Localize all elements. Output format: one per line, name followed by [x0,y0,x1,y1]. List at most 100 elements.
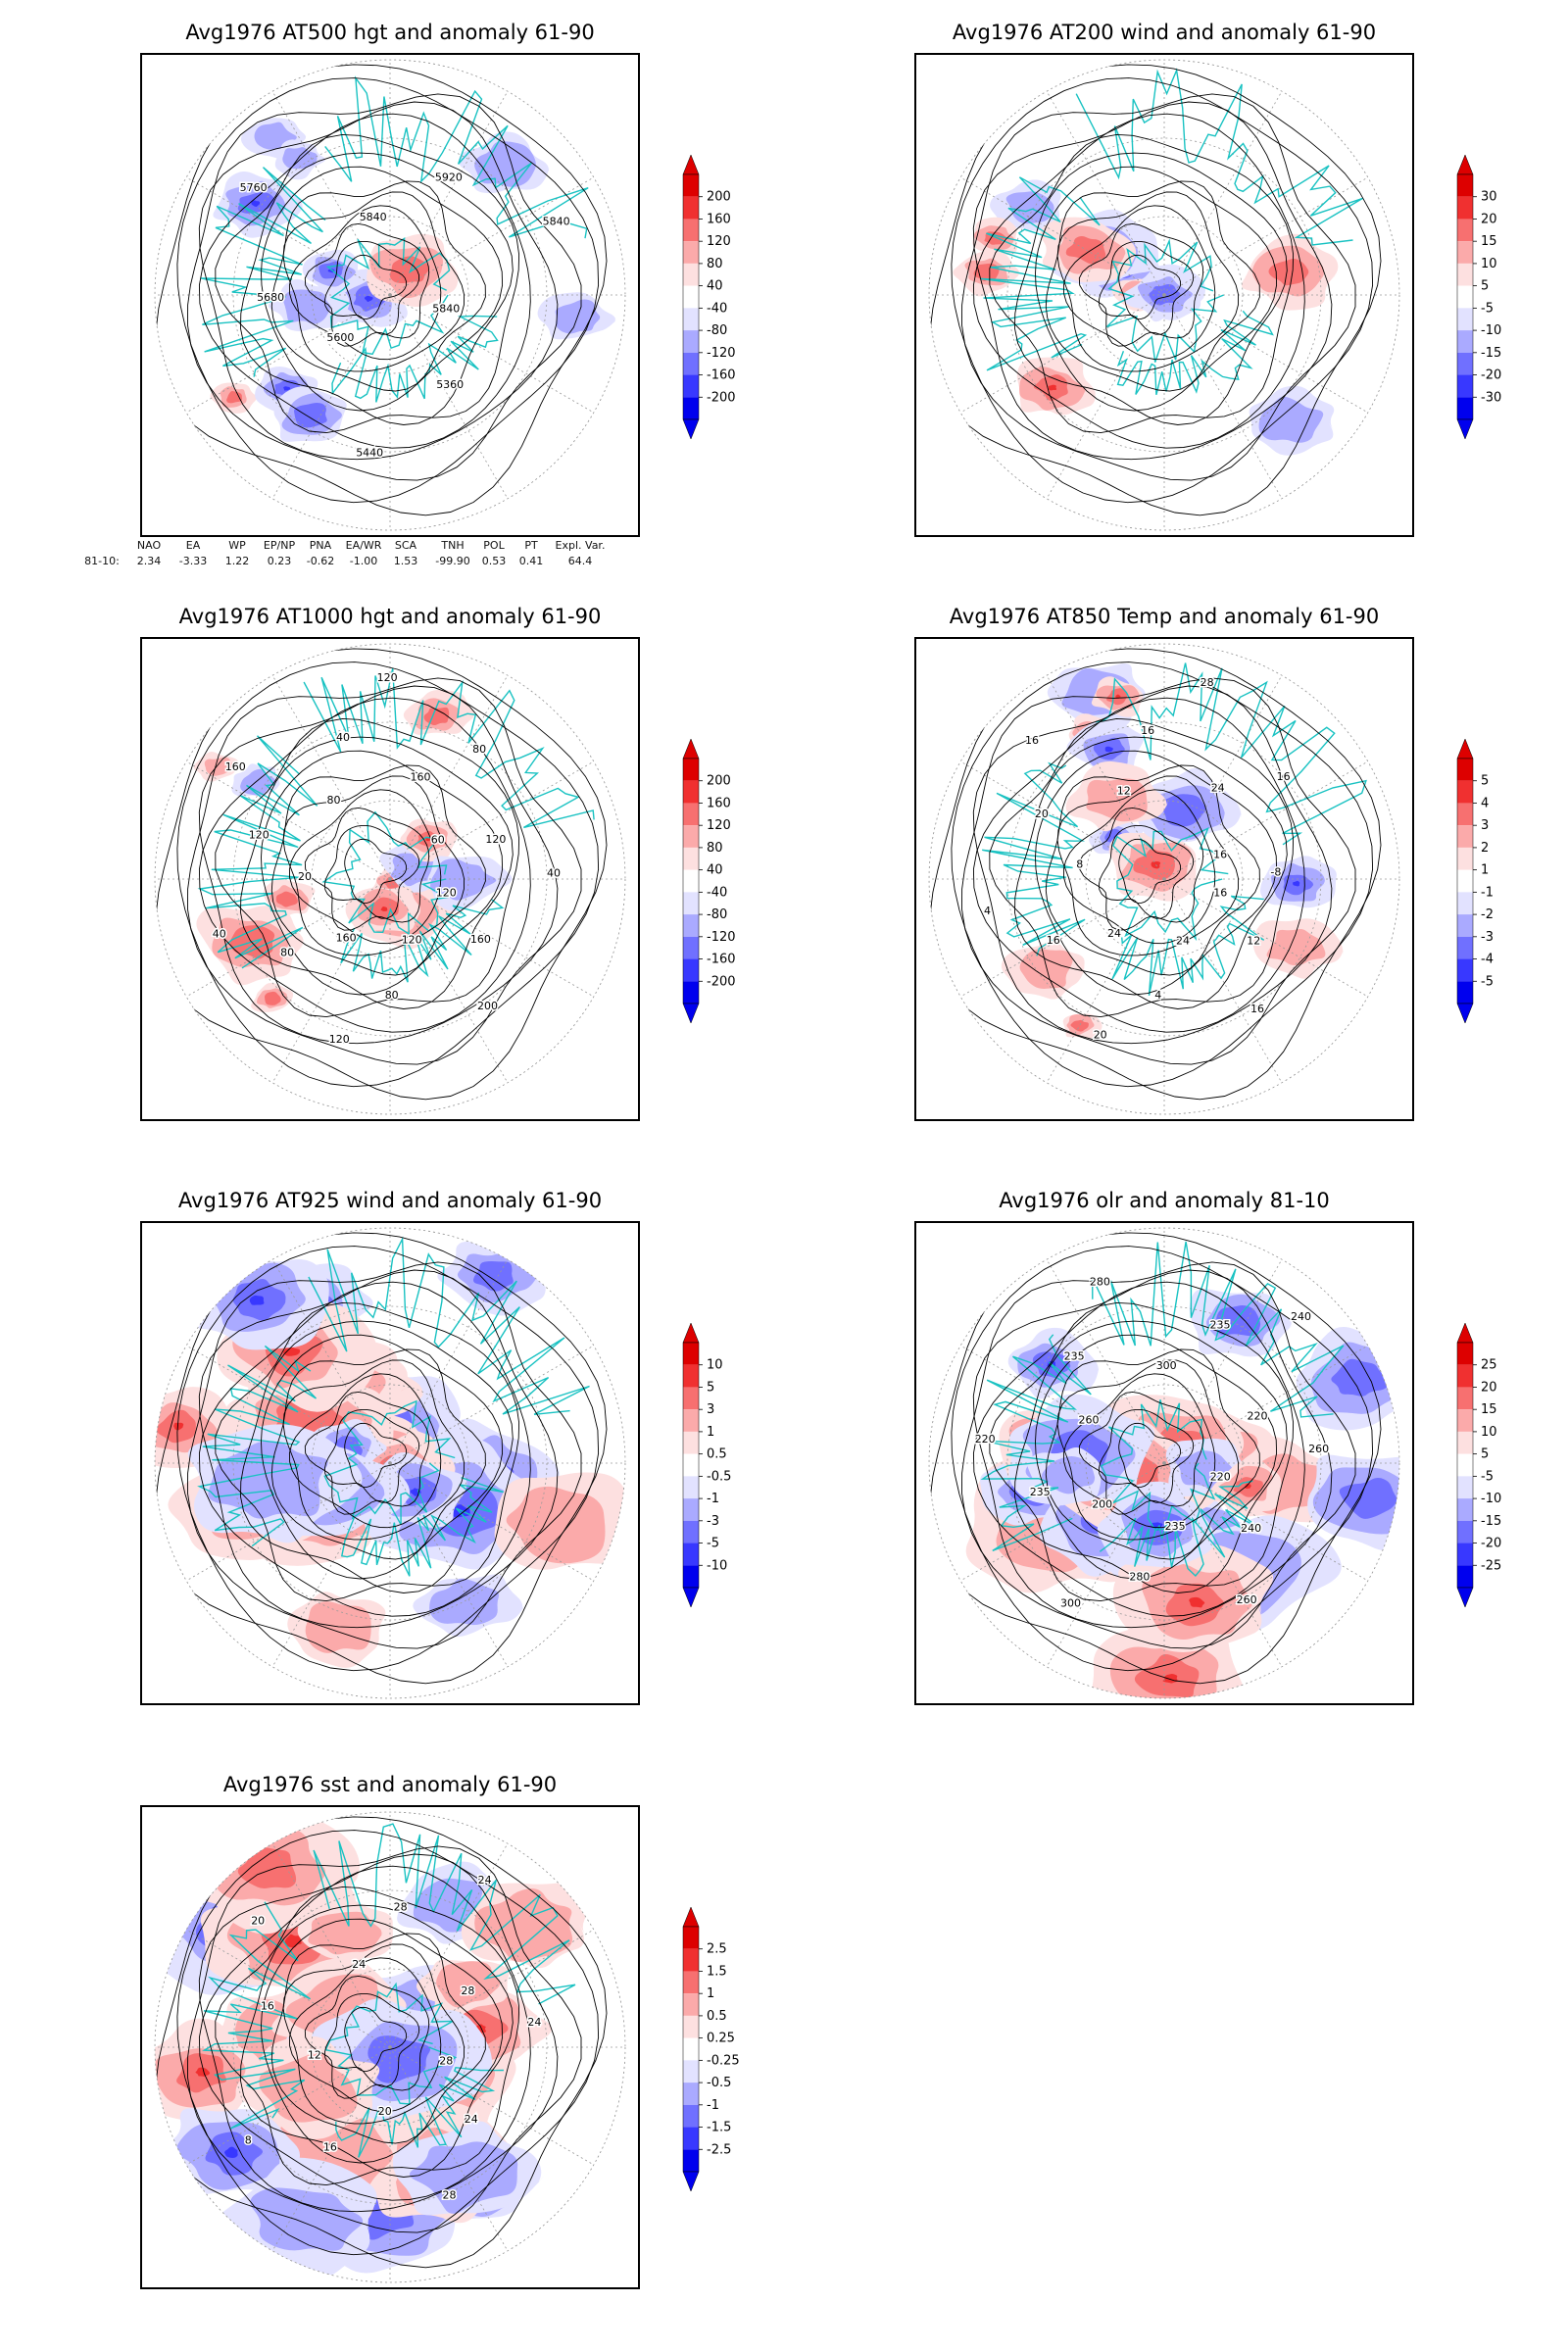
contour-line [1118,1422,1182,1488]
colorbar: 2.5 1.5 1 0.5 0.25 -0.25 -0.5 -1 -1.5 -2.5 [682,1907,740,2192]
map-frame[interactable] [914,53,1414,537]
meridian-line [1163,90,1283,296]
contour-label: 235 [1064,1349,1085,1362]
panel-p7: Avg1976 sst and anomaly 61-90 28 24 28 20 16… [140,1770,767,2319]
contour-label: 20 [378,2105,392,2118]
positive-anomaly-region [283,1346,301,1356]
colorbar-label: 5 [707,1380,714,1395]
colorbar-segment [1457,1364,1473,1388]
negative-anomaly-region [251,200,261,207]
colorbar-label: 5 [1481,279,1489,294]
map-frame[interactable]: 16 12 16 24 4 20 24 16 4 8 20 16 12 16 28 24 16 16 -8 [914,637,1414,1121]
colorbar-segment [683,892,699,915]
colorbar-segment [1457,847,1473,870]
colorbar-segment [683,914,699,937]
meridian-line [389,294,595,414]
meridian-line [389,294,509,500]
contour-line [951,662,1374,1088]
contour-line [187,1261,582,1649]
contour-label: 4 [1154,989,1161,1002]
contour-label: 16 [1250,1003,1264,1015]
colorbar-segment [1457,1387,1473,1410]
colorbar-segment [1457,759,1473,781]
contour-line [1062,1373,1216,1529]
contour-line [1014,152,1288,425]
colorbar-label: 1.5 [707,1964,727,1979]
index-header: EA [185,539,201,552]
negative-anomaly-region [283,386,291,391]
contour-line [282,1359,466,1541]
contour-label: 5840 [543,216,570,228]
colorbar-arrow-bottom [682,418,700,440]
positive-anomaly-region [305,1601,371,1653]
contour-line [288,1957,442,2113]
colorbar-label: 40 [707,863,723,878]
map-frame[interactable]: 5840 5360 5440 5600 5680 5760 5840 5920 5840 [140,53,640,537]
map-frame[interactable]: 220 240 260 235 280 300 200 235 220 260 235 280 300 2… [914,1221,1414,1705]
contour-label: 40 [213,927,226,940]
contour-line [270,1348,486,1560]
contour-label: 260 [1079,1414,1100,1427]
coastline [1111,895,1265,997]
contour-label: 5360 [436,378,464,391]
colorbar-arrow-top [682,739,700,760]
meridian-line [389,1842,509,2048]
colorbar-segment [683,1565,699,1588]
colorbar-label: 20 [1481,1380,1497,1395]
colorbar-segment [683,1498,699,1521]
contour-line [198,1281,531,1617]
index-row-label: 81-10: [84,555,120,567]
index-header: PT [524,539,538,552]
contour-label: 16 [1277,770,1291,783]
contour-label: 16 [1213,848,1227,860]
contour-label: 220 [1210,1471,1231,1484]
contour-label: 24 [478,1874,492,1886]
panel-p5: Avg1976 AT925 wind and anomaly 61-90 10 5… [140,1186,767,1735]
contour-line [1045,764,1260,976]
colorbar-arrow-bottom [1456,1003,1474,1024]
colorbar-arrow-bottom [682,2171,700,2192]
negative-anomaly-region [472,1260,514,1292]
colorbar-label: -3 [707,1514,719,1529]
index-header: PNA [309,539,332,552]
meridian-line [389,2046,509,2252]
negative-anomaly-region [1104,746,1113,753]
polar-map: 120 160 200 120 80 120 160 80 40 20 120 160 80 40 120 1… [154,643,626,1115]
negative-anomaly-region [1331,1358,1393,1396]
contour-label: 20 [298,870,312,883]
colorbar-segment [683,2082,699,2105]
colorbar-label: -10 [707,1558,727,1573]
positive-anomaly-region [1019,949,1073,989]
contour-line [989,133,1295,434]
contour-label: 120 [377,671,398,684]
colorbar-segment [683,285,699,309]
colorbar-label: 15 [1481,234,1497,249]
map-frame[interactable] [140,1221,640,1705]
color-legend: 200 160 120 80 40 -40 -80 -120 -160 -200 [677,155,765,449]
colorbar-label: -40 [707,885,727,900]
contour-label: 120 [402,933,422,946]
colorbar-segment [1457,1476,1473,1499]
colorbar-label: -4 [1481,953,1494,967]
contour-line [1014,736,1288,1009]
colorbar-segment [1457,374,1473,398]
colorbar-segment [683,174,699,197]
contour-label: 12 [308,2049,321,2062]
contour-line [176,1830,600,2256]
contour-label: 240 [1241,1522,1261,1535]
map-frame[interactable]: 28 24 28 20 16 8 12 16 20 24 28 24 28 24 [140,1805,640,2289]
colorbar-segment [683,825,699,848]
contour-line [270,1933,486,2144]
map-boundary [928,1227,1400,1699]
contour-line [282,775,466,956]
colorbar-segment [683,869,699,893]
map-frame[interactable]: 120 160 200 120 80 120 160 80 40 20 120 160 80 40 120 1… [140,637,640,1121]
contour-line [972,101,1333,461]
colorbar-segment [683,219,699,242]
positive-anomaly-region [1048,384,1057,391]
index-value: 0.41 [518,555,544,567]
panel-p2: Avg1976 AT200 wind and anomaly 61-90 30 2… [914,18,1542,566]
colorbar: 30 20 15 10 5 -5 -10 -15 -20 -30 [1456,155,1501,440]
positive-anomaly-region [308,1911,384,1955]
colorbar-segment [1457,1543,1473,1566]
